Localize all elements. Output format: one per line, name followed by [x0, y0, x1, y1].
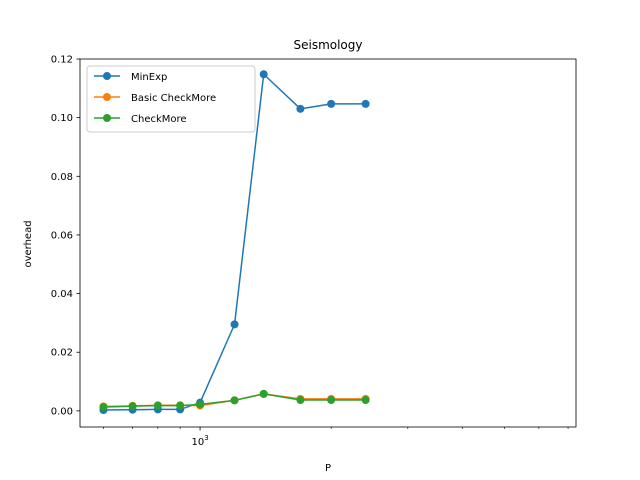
- data-point: [296, 396, 305, 405]
- axes-layer: 0.00 0.02 0.04 0.06 0.08 0.10 0.12 103: [51, 55, 577, 448]
- series-line: [103, 393, 366, 408]
- data-point: [230, 320, 239, 329]
- data-point: [259, 70, 268, 79]
- y-tick-label: 0.06: [51, 230, 73, 241]
- series-line: [103, 73, 366, 411]
- data-point: [327, 396, 336, 405]
- legend-label: Basic CheckMore: [131, 93, 216, 104]
- legend-marker: [103, 114, 111, 122]
- data-point: [361, 396, 370, 405]
- x-tick-label-exponent: 3: [204, 434, 208, 442]
- y-tick-label: 0.04: [51, 289, 73, 300]
- y-tick-label: 0.02: [51, 348, 73, 359]
- y-tick-label: 0.08: [51, 172, 73, 183]
- legend-box: [86, 65, 256, 133]
- legend-label: CheckMore: [131, 114, 187, 125]
- y-tick-label: 0.12: [51, 55, 73, 66]
- data-point: [259, 389, 268, 398]
- x-axis-label: P: [325, 463, 331, 474]
- data-point: [153, 401, 162, 410]
- legend-label: MinExp: [131, 72, 167, 83]
- data-point: [230, 396, 239, 405]
- y-axis-label: overhead: [23, 220, 34, 267]
- legend: MinExp Basic CheckMore CheckMore: [86, 65, 256, 133]
- axes-frame: [79, 58, 577, 428]
- data-point: [296, 104, 305, 113]
- chart-title: Seismology: [293, 38, 362, 52]
- y-tick-label: 0.00: [51, 406, 73, 417]
- data-point: [128, 402, 137, 411]
- data-point: [327, 99, 336, 108]
- legend-marker: [103, 93, 111, 101]
- x-tick-label-base: 10: [191, 437, 204, 448]
- legend-marker: [103, 72, 111, 80]
- y-tick-label: 0.10: [51, 113, 73, 124]
- x-tick-label: 103: [191, 434, 208, 448]
- data-point: [196, 400, 205, 409]
- data-point: [176, 401, 185, 410]
- series-layer: [99, 70, 370, 414]
- data-point: [99, 403, 108, 412]
- data-point: [361, 99, 370, 108]
